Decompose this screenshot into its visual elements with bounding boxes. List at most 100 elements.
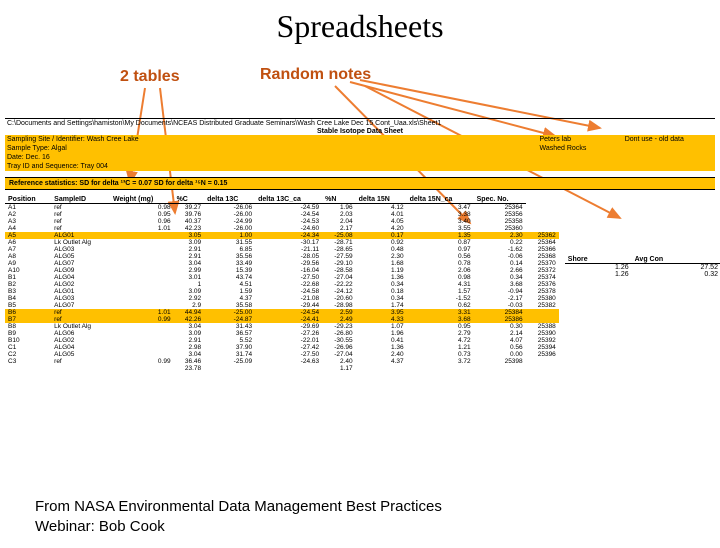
cell: -24.63 xyxy=(255,358,322,365)
cell: 1.21 xyxy=(407,344,474,351)
cell: 2.03 xyxy=(322,211,356,218)
cell: 4.51 xyxy=(204,281,255,288)
cell: 39.27 xyxy=(174,204,205,212)
cell: 2.17 xyxy=(322,225,356,232)
cell: ref xyxy=(51,358,110,365)
cell xyxy=(110,330,174,337)
cell: 25382 xyxy=(526,302,559,309)
cell: 6.85 xyxy=(204,246,255,253)
cell: -27.50 xyxy=(255,274,322,281)
cell: -16.04 xyxy=(255,267,322,274)
cell: 2.30 xyxy=(474,232,526,239)
cell: 25380 xyxy=(526,295,559,302)
cell: A9 xyxy=(5,260,51,267)
cell: 33.49 xyxy=(204,260,255,267)
cell: -27.26 xyxy=(255,330,322,337)
cell: 2.49 xyxy=(322,316,356,323)
cell: -0.06 xyxy=(474,253,526,260)
cell: 2.98 xyxy=(174,344,205,351)
cell: A10 xyxy=(5,267,51,274)
column-header: delta 13C xyxy=(204,196,255,204)
cell: 4.31 xyxy=(407,281,474,288)
cell: 0.22 xyxy=(474,239,526,246)
cell: -29.69 xyxy=(255,323,322,330)
file-path: C:\Documents and Settings\hamiston\My Do… xyxy=(5,119,715,128)
cell: 25368 xyxy=(526,253,559,260)
cell: -24.53 xyxy=(255,218,322,225)
cell: ALG04 xyxy=(51,344,110,351)
cell: -22.68 xyxy=(255,281,322,288)
cell: 25370 xyxy=(526,260,559,267)
cell: -29.44 xyxy=(255,302,322,309)
cell: 25390 xyxy=(526,330,559,337)
cell xyxy=(110,232,174,239)
cell: 1.74 xyxy=(356,302,407,309)
cell: 2.91 xyxy=(174,337,205,344)
annotation-2tables: 2 tables xyxy=(120,68,180,86)
cell: -25.08 xyxy=(322,232,356,239)
table-row: C3ref0.9936.46-25.09-24.632.404.373.7225… xyxy=(5,358,559,365)
cell: 3.68 xyxy=(474,281,526,288)
cell: -29.10 xyxy=(322,260,356,267)
cell: 1.00 xyxy=(204,232,255,239)
cell: 2.79 xyxy=(407,330,474,337)
cell: B5 xyxy=(5,302,51,309)
cell: 25396 xyxy=(526,351,559,358)
cell: ALG06 xyxy=(51,330,110,337)
table-row: C2ALG053.0431.74-27.50-27.042.400.730.00… xyxy=(5,351,559,358)
cell: 0.56 xyxy=(407,253,474,260)
cell: 4.07 xyxy=(474,337,526,344)
cell xyxy=(110,337,174,344)
cell: A1 xyxy=(5,204,51,212)
side-row: 1.2627.52 xyxy=(565,264,720,272)
cell xyxy=(526,358,559,365)
cell: 25378 xyxy=(526,288,559,295)
cell: -20.60 xyxy=(322,295,356,302)
cell: -24.54 xyxy=(255,309,322,316)
cell xyxy=(526,225,559,232)
cell: 4.72 xyxy=(407,337,474,344)
cell: -26.00 xyxy=(204,225,255,232)
cell: -24.54 xyxy=(255,211,322,218)
cell: 0.34 xyxy=(474,274,526,281)
table-row: B4ALG032.924.37-21.08-20.600.34-1.52-2.1… xyxy=(5,295,559,302)
cell: 4.37 xyxy=(204,295,255,302)
cell: ALG07 xyxy=(51,302,110,309)
cell: 1.36 xyxy=(356,344,407,351)
cell xyxy=(526,365,559,372)
side-row: 1.260.32 xyxy=(565,271,720,278)
cell: 0.34 xyxy=(356,281,407,288)
cell: -25.09 xyxy=(204,358,255,365)
cell: B1 xyxy=(5,274,51,281)
cell xyxy=(526,309,559,316)
cell: B2 xyxy=(5,281,51,288)
table-row: B6ref1.0144.94-25.00-24.542.593.953.3125… xyxy=(5,309,559,316)
cell: 42.26 xyxy=(174,316,205,323)
cell: -27.04 xyxy=(322,351,356,358)
cell: 4.20 xyxy=(356,225,407,232)
cell: 1.19 xyxy=(356,267,407,274)
cell xyxy=(526,204,559,212)
cell: 3.95 xyxy=(356,309,407,316)
cell: 2.40 xyxy=(322,358,356,365)
cell: 36.46 xyxy=(174,358,205,365)
cell: -21.11 xyxy=(255,246,322,253)
cell: B4 xyxy=(5,295,51,302)
data-table: PositionSampleIDWeight (mg)%Cdelta 13Cde… xyxy=(5,196,559,372)
cell: 40.37 xyxy=(174,218,205,225)
cell: 25364 xyxy=(526,239,559,246)
cell: ALG05 xyxy=(51,253,110,260)
cell: -24.41 xyxy=(255,316,322,323)
cell xyxy=(110,323,174,330)
cell xyxy=(110,267,174,274)
cell: 0.95 xyxy=(407,323,474,330)
cell xyxy=(110,295,174,302)
cell: -26.06 xyxy=(204,204,255,212)
spreadsheet-region: C:\Documents and Settings\hamiston\My Do… xyxy=(5,118,715,372)
cell xyxy=(110,344,174,351)
table-row: 23.781.17 xyxy=(5,365,559,372)
cell: 25386 xyxy=(474,316,526,323)
cell: 25366 xyxy=(526,246,559,253)
cell: 0.17 xyxy=(356,232,407,239)
cell: -24.60 xyxy=(255,225,322,232)
